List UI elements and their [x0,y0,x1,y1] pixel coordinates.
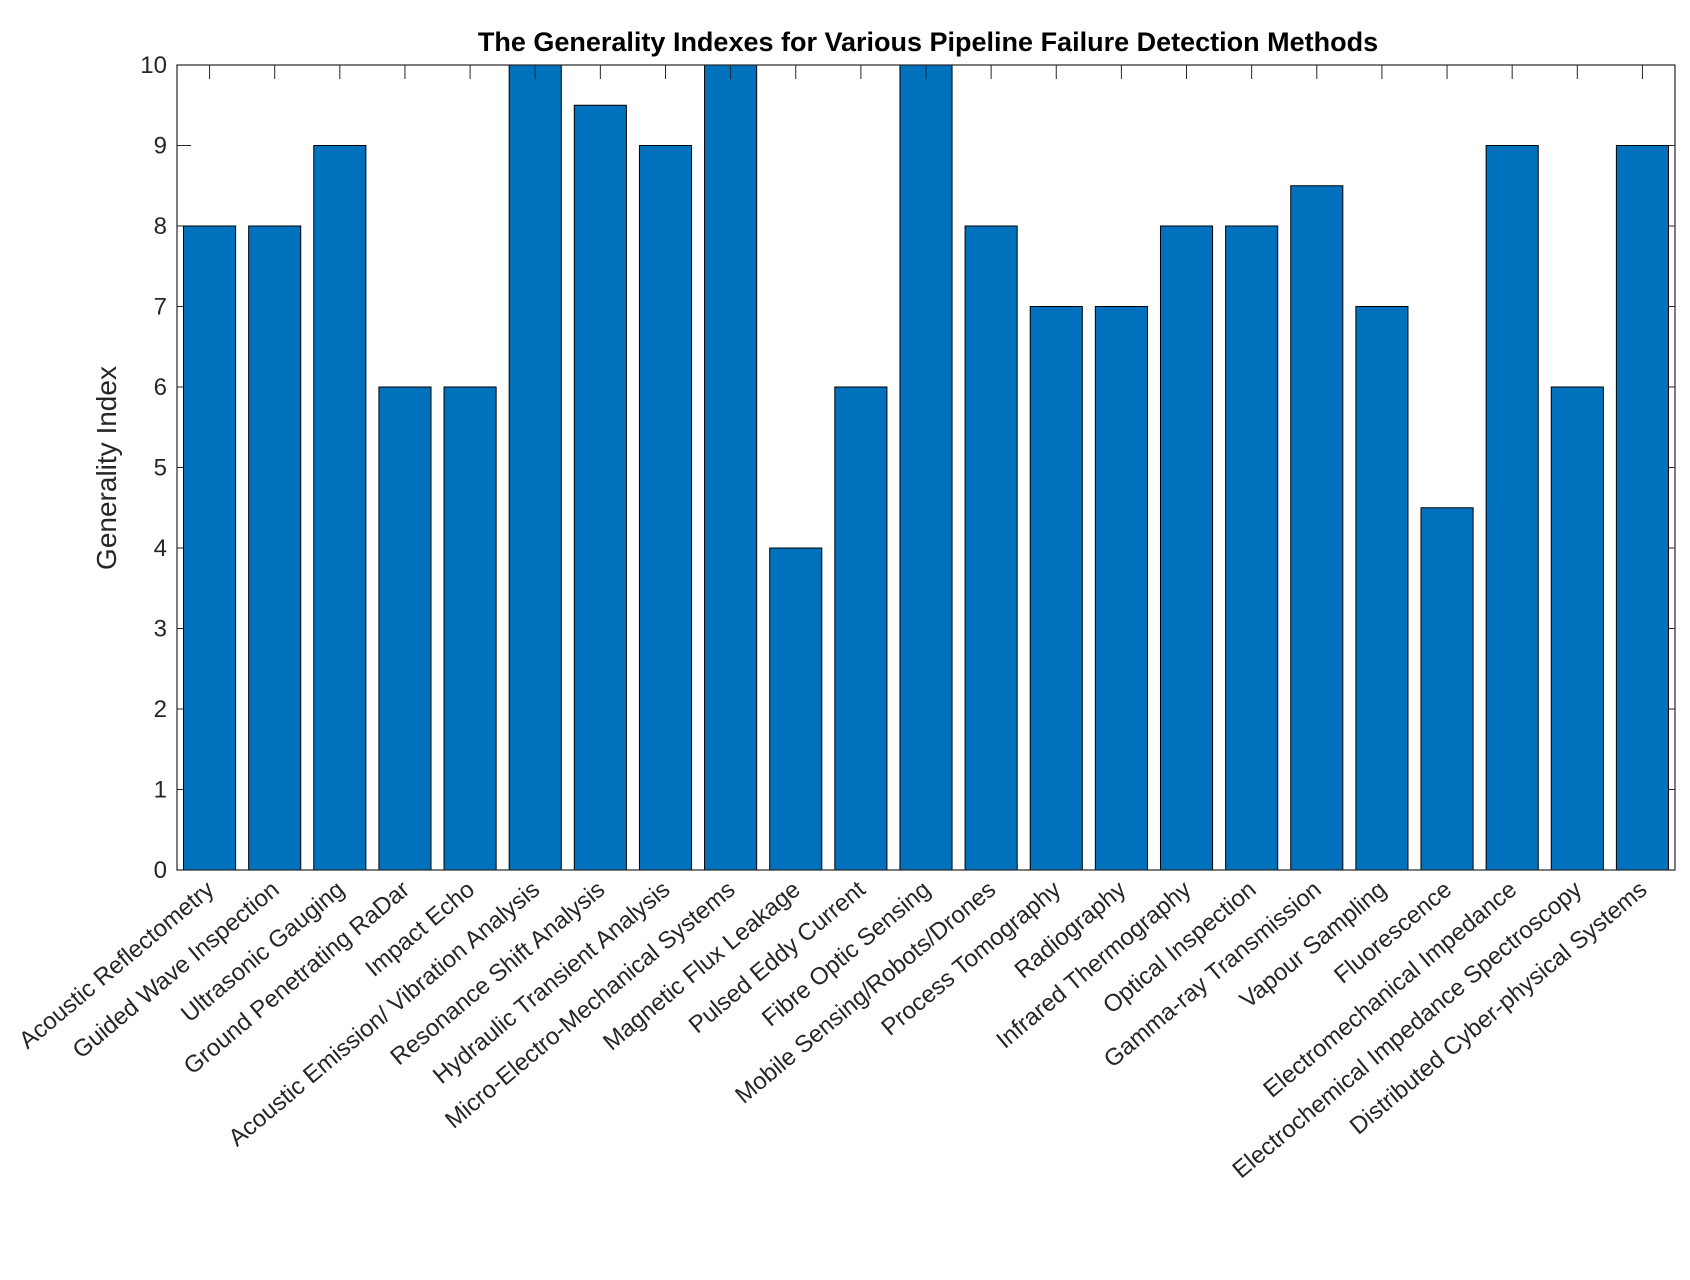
plot-area-frame [176,64,1676,871]
bar [443,386,497,871]
bar [834,386,888,871]
chart-title: The Generality Indexes for Various Pipel… [478,27,1378,57]
bar [638,145,693,871]
bar [1094,306,1148,871]
bar [1355,306,1409,871]
bar [1159,225,1214,871]
y-tick-label: 3 [154,616,167,643]
bar [899,64,953,871]
y-tick-label: 1 [154,777,167,804]
bar [1290,185,1344,871]
bar [1225,225,1279,871]
bar [704,64,758,871]
bar [1615,145,1669,871]
bar [378,386,432,871]
bar [1420,507,1474,871]
y-tick-label: 5 [154,455,167,482]
bar [1029,306,1083,871]
y-tick-label: 9 [154,133,167,160]
y-tick-label: 7 [154,294,167,321]
y-tick-label: 2 [154,696,167,723]
bar [964,225,1018,871]
y-axis-label: Generality Index [91,366,122,570]
y-tick-label: 4 [154,535,167,562]
bar [248,225,302,871]
bar-series [183,64,1669,871]
bar [573,104,627,871]
y-tick-label: 8 [154,213,167,240]
bar [769,547,823,871]
bar [183,225,237,871]
bar [1550,386,1604,871]
bar [508,64,562,871]
bar [313,145,367,871]
bar [1485,145,1539,871]
y-tick-label: 10 [140,52,167,79]
y-tick-label: 6 [154,374,167,401]
y-tick-label: 0 [154,857,167,884]
